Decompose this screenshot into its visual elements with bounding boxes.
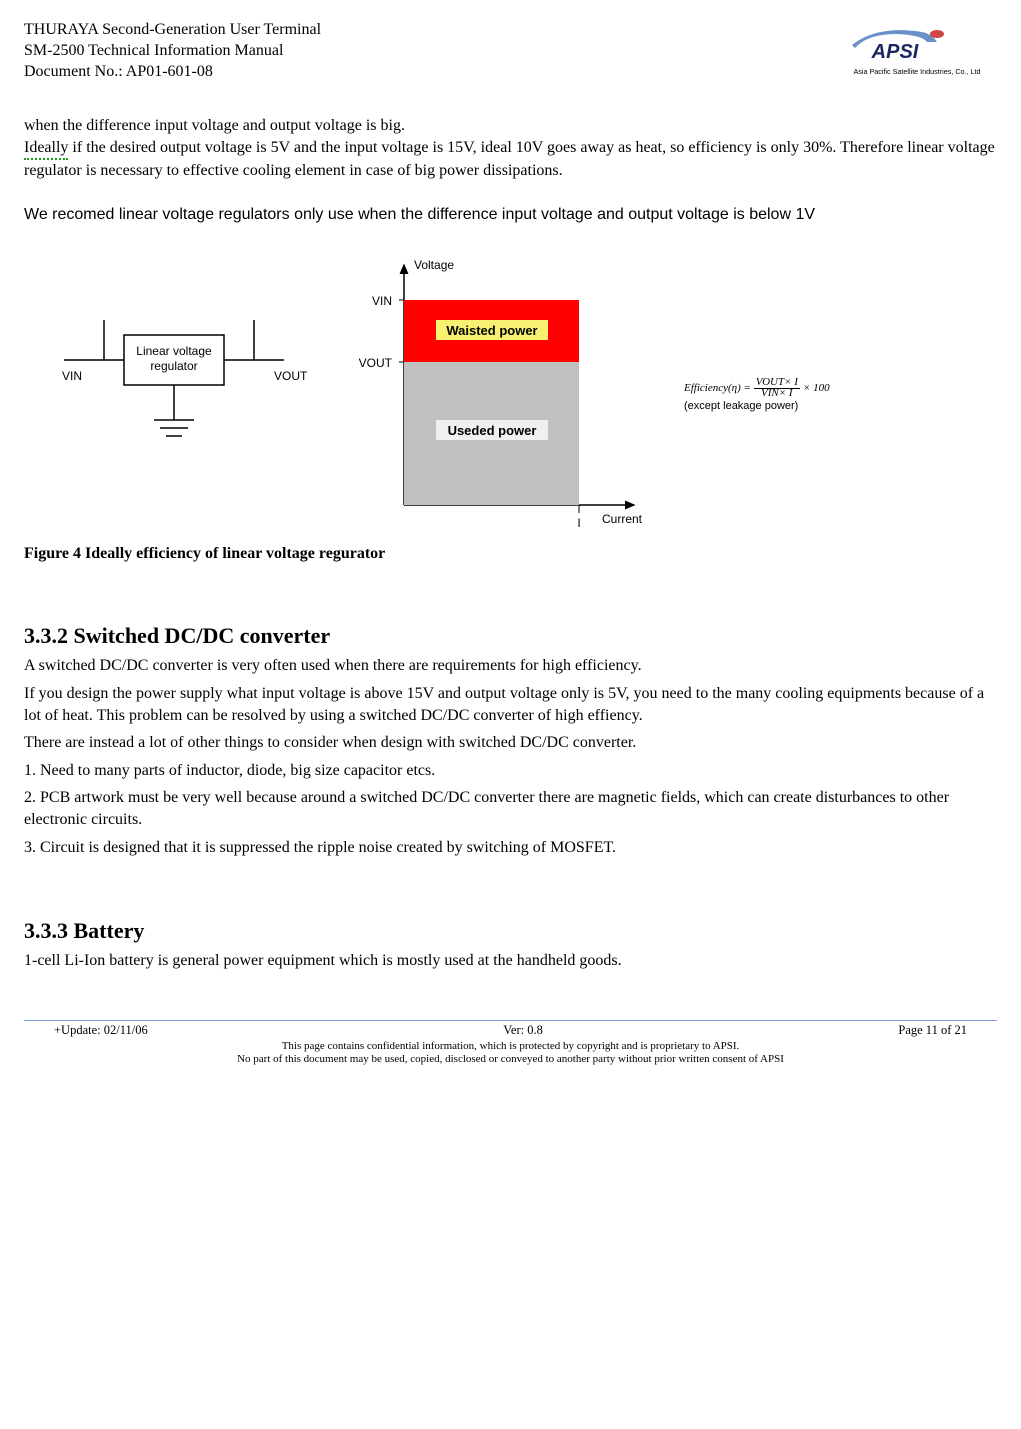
i-tick: I [577, 516, 580, 530]
formula-suffix: × 100 [803, 382, 830, 394]
footer-small1: This page contains confidential informat… [24, 1040, 997, 1054]
vin-label: VIN [62, 369, 82, 383]
box-label-top: Linear voltage [136, 344, 212, 358]
apsi-logo-icon: APSI Asia Pacific Satellite Industries, … [837, 20, 997, 80]
sec332-i3: 3. Circuit is designed that it is suppre… [24, 837, 997, 859]
ideally-word: Ideally [24, 137, 68, 161]
header-line3: Document No.: AP01-601-08 [24, 62, 321, 83]
formula-note: (except leakage power) [684, 400, 798, 412]
efficiency-formula: Efficiency(η) = VOUT× I VIN× I × 100 (ex… [684, 377, 830, 413]
sec333-p1: 1-cell Li-Ion battery is general power e… [24, 950, 997, 972]
vin-tick: VIN [372, 294, 392, 308]
footer-left: +Update: 02/11/06 [54, 1023, 148, 1038]
figure4: VIN Linear voltage regulator VOUT Voltag… [54, 255, 997, 535]
efficiency-chart: Voltage Current VIN VOUT I Waisted power… [344, 255, 654, 535]
used-label: Useded power [448, 423, 537, 438]
sec332-i1: 1. Need to many parts of inductor, diode… [24, 760, 997, 782]
p1a: when the difference input voltage and ou… [24, 117, 405, 134]
header-left: THURAYA Second-Generation User Terminal … [24, 20, 321, 82]
logo-text-top: APSI [871, 41, 919, 63]
figure4-caption: Figure 4 Ideally efficiency of linear vo… [24, 545, 997, 563]
sec332-p1: A switched DC/DC converter is very often… [24, 655, 997, 677]
page-footer: +Update: 02/11/06 Ver: 0.8 Page 11 of 21… [24, 1020, 997, 1068]
sec332-p2: If you design the power supply what inpu… [24, 683, 997, 726]
sec332-i2: 2. PCB artwork must be very well because… [24, 787, 997, 830]
footer-right: Page 11 of 21 [898, 1023, 967, 1038]
header-line1: THURAYA Second-Generation User Terminal [24, 20, 321, 41]
x-axis-label: Current [602, 512, 643, 526]
logo: APSI Asia Pacific Satellite Industries, … [837, 20, 997, 85]
vout-tick: VOUT [359, 356, 393, 370]
para-top: when the difference input voltage and ou… [24, 115, 997, 182]
y-axis-label: Voltage [414, 258, 454, 272]
page-header: THURAYA Second-Generation User Terminal … [24, 20, 997, 85]
wasted-label: Waisted power [446, 323, 537, 338]
vout-label: VOUT [274, 369, 308, 383]
footer-center: Ver: 0.8 [503, 1023, 543, 1038]
footer-rule [24, 1020, 997, 1021]
footer-small2: No part of this document may be used, co… [24, 1053, 997, 1067]
formula-den: VIN× I [761, 387, 793, 399]
linear-regulator-diagram: VIN Linear voltage regulator VOUT [54, 290, 314, 500]
p1b: if the desired output voltage is 5V and … [24, 139, 995, 180]
heading-332: 3.3.2 Switched DC/DC converter [24, 623, 997, 649]
box-label-bottom: regulator [150, 359, 197, 373]
sec332-p3: There are instead a lot of other things … [24, 732, 997, 754]
recommendation: We recomed linear voltage regulators onl… [24, 204, 997, 226]
logo-text-bottom: Asia Pacific Satellite Industries, Co., … [853, 67, 980, 76]
formula-prefix: Efficiency(η) = [684, 382, 754, 394]
header-line2: SM-2500 Technical Information Manual [24, 41, 321, 62]
heading-333: 3.3.3 Battery [24, 918, 997, 944]
